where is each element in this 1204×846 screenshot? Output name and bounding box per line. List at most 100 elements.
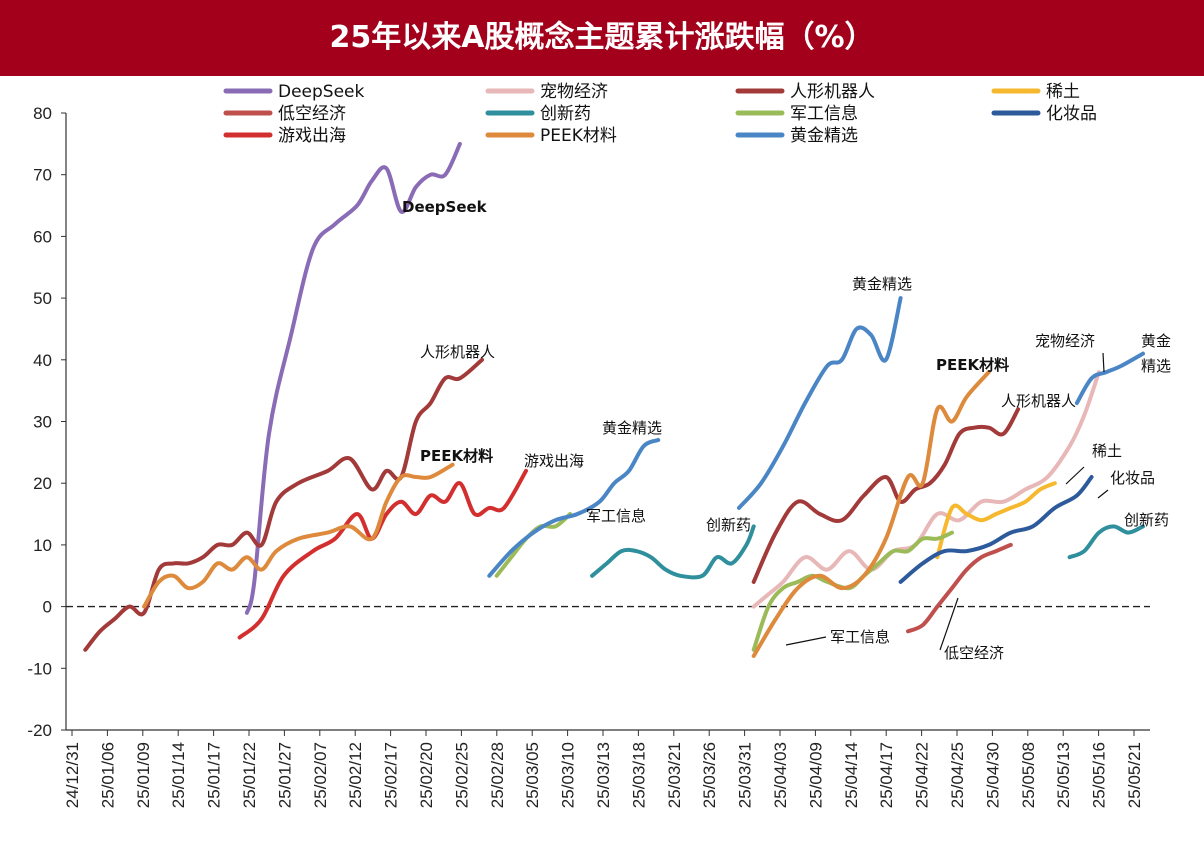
annotation-leader bbox=[1065, 466, 1085, 485]
annotation-label: 创新药 bbox=[706, 516, 751, 534]
x-tick-label: 25/02/07 bbox=[311, 742, 330, 808]
series-line-2-0 bbox=[83, 357, 484, 652]
x-tick-label: 25/01/14 bbox=[169, 742, 188, 808]
x-tick-label: 25/02/12 bbox=[346, 742, 365, 808]
x-tick-label: 25/05/13 bbox=[1054, 742, 1073, 808]
x-tick-label: 25/01/17 bbox=[205, 742, 224, 808]
x-tick-label: 25/04/30 bbox=[983, 742, 1002, 808]
y-tick-label: 60 bbox=[33, 227, 52, 246]
y-tick-label: 0 bbox=[43, 598, 52, 617]
x-tick-label: 25/03/10 bbox=[559, 742, 578, 808]
legend-label: 黄金精选 bbox=[790, 126, 858, 146]
series-line-10-1 bbox=[737, 296, 903, 510]
annotation-label: 化妆品 bbox=[1110, 469, 1155, 487]
y-tick-label: 20 bbox=[33, 474, 52, 493]
series-line-6-0 bbox=[494, 512, 573, 578]
annotation-leader bbox=[1102, 352, 1105, 373]
legend-label: 创新药 bbox=[540, 104, 591, 124]
x-tick-label: 25/01/27 bbox=[275, 742, 294, 808]
x-tick-label: 25/04/17 bbox=[877, 742, 896, 808]
legend-label: 低空经济 bbox=[278, 104, 346, 124]
series-line-3-0 bbox=[935, 481, 1057, 560]
y-tick-label: 80 bbox=[33, 104, 52, 123]
x-tick-label: 25/02/20 bbox=[417, 742, 436, 808]
annotation-label: PEEK材料 bbox=[420, 447, 493, 465]
annotation-label: 稀土 bbox=[1092, 442, 1122, 460]
legend-label: 宠物经济 bbox=[540, 82, 608, 102]
series-line-0-0 bbox=[244, 141, 462, 615]
y-tick-label: 10 bbox=[33, 536, 52, 555]
legend-label: 稀土 bbox=[1046, 82, 1080, 102]
series-lines bbox=[83, 141, 1145, 658]
x-tick-label: 25/02/17 bbox=[382, 742, 401, 808]
y-axis: 80 70 60 50 40 30 20 10 0 -10 -20 bbox=[27, 104, 67, 740]
x-tick-label: 25/05/08 bbox=[1019, 742, 1038, 808]
x-tick-label: 25/04/22 bbox=[913, 742, 932, 808]
chart-title: 25年以来A股概念主题累计涨跌幅（%） bbox=[329, 20, 875, 55]
series-line-10-0 bbox=[487, 438, 661, 578]
annotation-label: 人形机器人 bbox=[1001, 392, 1076, 410]
legend-label: 游戏出海 bbox=[278, 126, 346, 146]
series-line-9-1 bbox=[751, 370, 991, 658]
series-line-5-0 bbox=[590, 524, 756, 580]
annotation-leader bbox=[785, 636, 827, 646]
annotation-label: 黄金 bbox=[1141, 332, 1171, 350]
legend-label: PEEK材料 bbox=[540, 126, 617, 146]
x-tick-label: 25/05/21 bbox=[1125, 742, 1144, 808]
x-tick-label: 25/04/25 bbox=[948, 742, 967, 808]
series-line-4-0 bbox=[906, 542, 1013, 634]
y-tick-label: -20 bbox=[27, 721, 52, 740]
annotation-leader bbox=[1097, 489, 1109, 499]
legend-label: DeepSeek bbox=[278, 82, 365, 102]
x-axis: 24/12/31 25/01/06 25/01/09 25/01/14 25/01/17… bbox=[63, 605, 1150, 808]
annotation-label: 黄金精选 bbox=[852, 275, 912, 293]
annotation-label: 精选 bbox=[1141, 357, 1171, 375]
x-tick-label: 25/04/03 bbox=[771, 742, 790, 808]
x-tick-label: 25/03/13 bbox=[594, 742, 613, 808]
x-tick-label: 25/01/09 bbox=[134, 742, 153, 808]
annotation-label: 人形机器人 bbox=[420, 343, 495, 361]
series-line-9-0 bbox=[142, 462, 455, 609]
annotation-label: 宠物经济 bbox=[1035, 332, 1095, 350]
x-tick-label: 25/05/16 bbox=[1090, 742, 1109, 808]
series-line-7-0 bbox=[898, 475, 1094, 584]
y-tick-label: 50 bbox=[33, 289, 52, 308]
series-line-5-1 bbox=[1067, 524, 1145, 560]
y-tick-label: 30 bbox=[33, 413, 52, 432]
x-tick-label: 25/03/18 bbox=[629, 742, 648, 808]
x-tick-label: 25/03/21 bbox=[665, 742, 684, 808]
annotation-leader bbox=[939, 597, 959, 651]
y-tick-label: 40 bbox=[33, 351, 52, 370]
annotation-label: 军工信息 bbox=[830, 628, 890, 646]
annotation-label: 创新药 bbox=[1124, 511, 1169, 529]
series-line-2-1 bbox=[751, 407, 1021, 584]
x-tick-label: 25/03/31 bbox=[736, 742, 755, 808]
annotation-label: DeepSeek bbox=[402, 198, 488, 216]
annotation-label: 黄金精选 bbox=[602, 419, 662, 437]
legend-label: 人形机器人 bbox=[790, 82, 875, 102]
series-line-10-2 bbox=[1074, 351, 1145, 405]
legend-label: 军工信息 bbox=[790, 104, 858, 124]
x-tick-label: 25/03/26 bbox=[700, 742, 719, 808]
legend-label: 化妆品 bbox=[1046, 104, 1097, 124]
x-tick-label: 25/04/09 bbox=[806, 742, 825, 808]
y-tick-label: 70 bbox=[33, 166, 52, 185]
x-tick-label: 25/02/28 bbox=[488, 742, 507, 808]
x-tick-label: 25/01/06 bbox=[98, 742, 117, 808]
x-tick-label: 25/04/14 bbox=[842, 742, 861, 808]
x-tick-label: 25/03/05 bbox=[523, 742, 542, 808]
annotation-label: 军工信息 bbox=[586, 507, 646, 525]
annotation-label: 游戏出海 bbox=[524, 452, 584, 470]
annotation-label: PEEK材料 bbox=[936, 356, 1009, 374]
series-line-1-0 bbox=[751, 370, 1101, 609]
y-tick-label: -10 bbox=[27, 659, 52, 678]
series-line-8-0 bbox=[237, 468, 528, 640]
x-tick-label: 25/02/25 bbox=[452, 742, 471, 808]
x-tick-label: 24/12/31 bbox=[63, 742, 82, 808]
x-tick-label: 25/01/22 bbox=[240, 742, 259, 808]
title-banner bbox=[0, 0, 1204, 76]
annotation-label: 低空经济 bbox=[944, 644, 1004, 662]
